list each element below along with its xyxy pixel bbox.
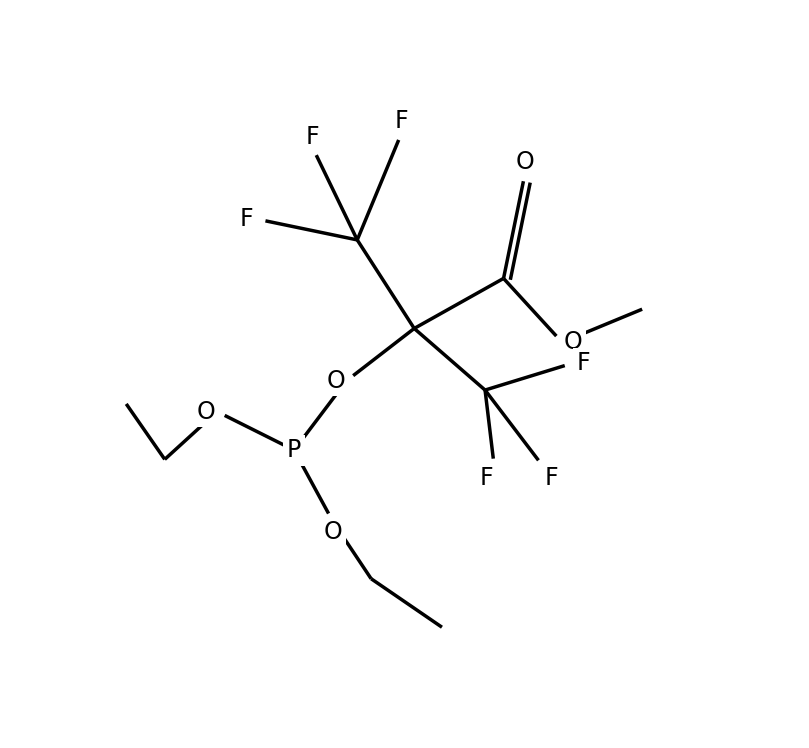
Text: O: O (515, 150, 535, 174)
Text: F: F (544, 466, 558, 490)
Text: F: F (480, 466, 493, 490)
Text: F: F (306, 125, 320, 149)
Text: O: O (326, 369, 345, 393)
Text: F: F (577, 351, 591, 375)
Text: O: O (324, 520, 342, 544)
Text: F: F (395, 109, 409, 133)
Text: O: O (564, 331, 582, 355)
Text: O: O (197, 399, 216, 423)
Text: P: P (287, 438, 301, 462)
Text: F: F (239, 207, 253, 231)
